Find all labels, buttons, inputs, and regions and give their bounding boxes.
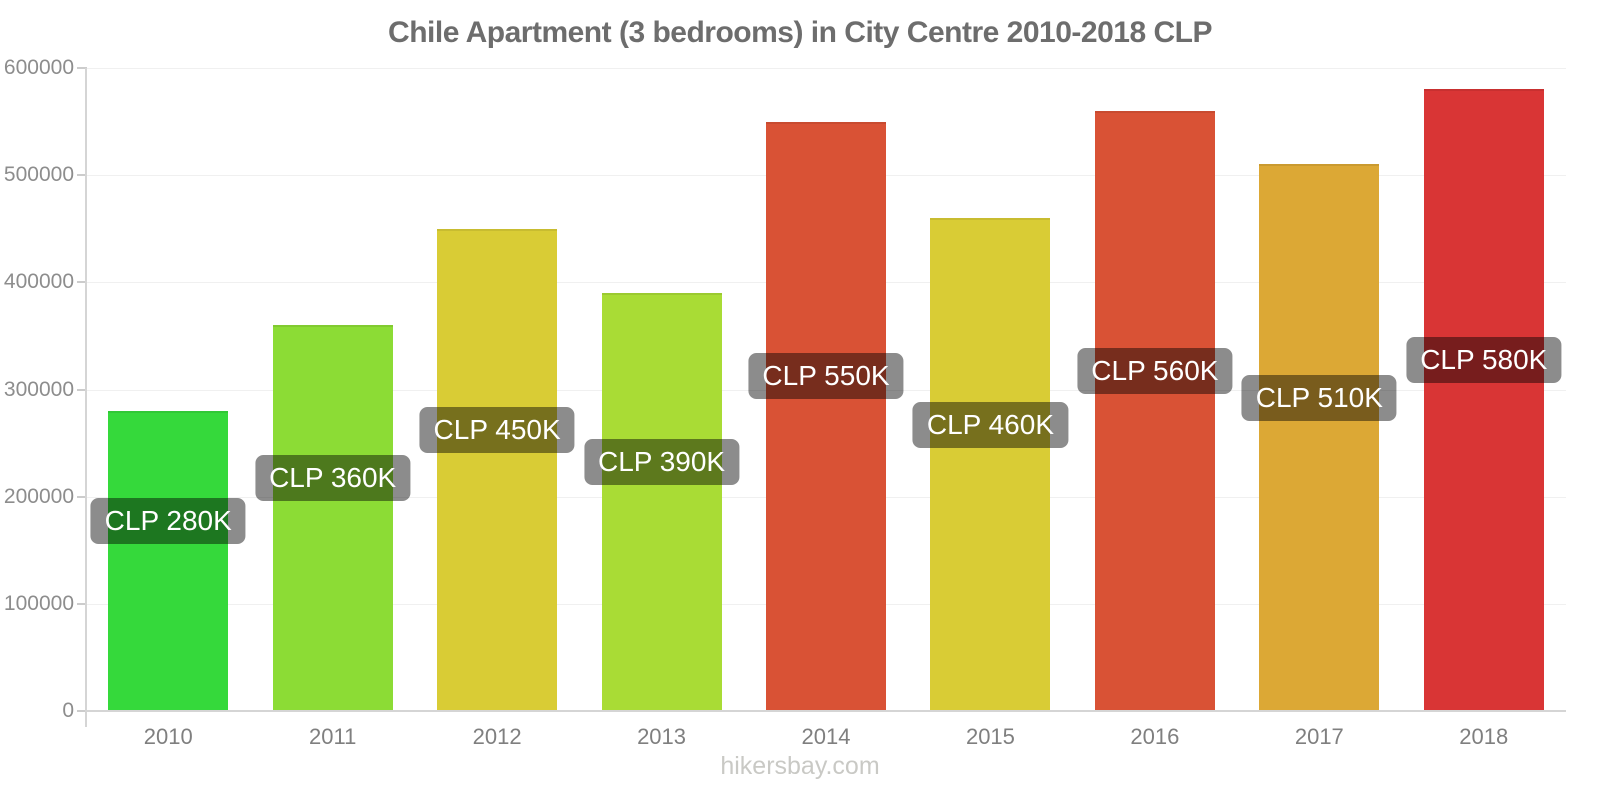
bar-value-badge-2017: CLP 510K (1241, 374, 1397, 421)
bar-2014[interactable] (766, 121, 886, 711)
y-tick-mark-600000 (77, 67, 87, 69)
y-tick-mark-500000 (77, 174, 87, 177)
bar-value-badge-2012: CLP 450K (419, 406, 575, 453)
x-tick-label-2013: 2013 (637, 724, 687, 749)
y-axis-line (85, 68, 87, 727)
x-tick-label-2012: 2012 (472, 724, 522, 749)
x-axis-line (85, 710, 1566, 712)
bar-value-badge-2016: CLP 560K (1077, 347, 1233, 394)
y-tick-label-300000: 300000 (3, 377, 74, 401)
y-tick-label-0: 0 (62, 699, 74, 722)
y-tick-mark-300000 (77, 388, 87, 391)
bar-value-badge-2010: CLP 280K (90, 497, 246, 544)
chart-title: Chile Apartment (3 bedrooms) in City Cen… (388, 16, 1212, 49)
x-tick-label-2015: 2015 (965, 724, 1015, 749)
y-tick-mark-100000 (77, 602, 87, 605)
x-tick-label-2014: 2014 (801, 724, 851, 749)
bar-value-badge-2014: CLP 550K (748, 353, 904, 400)
bar-2017[interactable] (1259, 164, 1380, 711)
bar-2013[interactable] (601, 293, 722, 711)
footer-link[interactable]: hikersbay.com (720, 752, 880, 780)
bar-2011[interactable] (272, 325, 393, 711)
y-tick-mark-400000 (77, 281, 87, 284)
bar-value-badge-2013: CLP 390K (583, 439, 740, 486)
plot-area: 0 100000 200000 300000 400000 500000 600000 CLP… (4, 56, 1566, 749)
y-tick-mark-200000 (77, 495, 87, 498)
x-tick-label-2017: 2017 (1294, 724, 1344, 749)
x-tick-label-2011: 2011 (309, 724, 357, 749)
x-tick-label-2010: 2010 (143, 724, 193, 749)
y-tick-label-500000: 500000 (3, 163, 74, 187)
y-tick-mark-0 (77, 710, 87, 712)
x-tick-label-2018: 2018 (1459, 724, 1509, 749)
y-tick-label-600000: 600000 (3, 56, 74, 79)
x-tick-label-2016: 2016 (1130, 724, 1180, 749)
y-tick-label-400000: 400000 (3, 270, 74, 294)
gridline-600000 (86, 68, 1566, 69)
bar-2012[interactable] (437, 228, 558, 711)
bar-2018[interactable] (1423, 89, 1544, 711)
bar-value-badge-2015: CLP 460K (912, 401, 1069, 448)
bar-2015[interactable] (930, 218, 1051, 711)
y-tick-label-200000: 200000 (3, 484, 74, 508)
bar-value-badge-2018: CLP 580K (1406, 337, 1562, 384)
bar-2016[interactable] (1094, 110, 1215, 711)
bar-2010[interactable] (108, 410, 229, 711)
y-tick-label-100000: 100000 (3, 591, 74, 615)
bar-value-badge-2011: CLP 360K (255, 455, 411, 502)
